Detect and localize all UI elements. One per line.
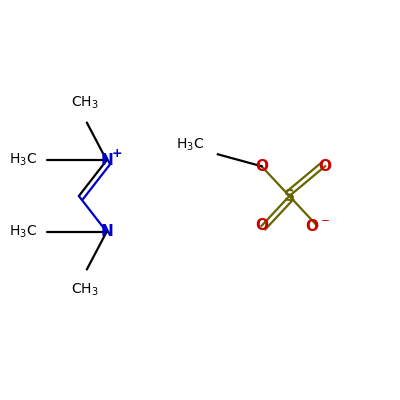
Text: O: O [319, 159, 332, 174]
Text: O: O [255, 218, 268, 233]
Text: CH$_3$: CH$_3$ [71, 94, 99, 111]
Text: H$_3$C: H$_3$C [9, 152, 37, 168]
Text: H$_3$C: H$_3$C [176, 136, 204, 152]
Text: +: + [112, 147, 123, 160]
Text: H$_3$C: H$_3$C [9, 224, 37, 240]
Text: CH$_3$: CH$_3$ [71, 281, 99, 298]
Text: N: N [100, 224, 113, 239]
Text: N: N [100, 153, 113, 168]
Text: O: O [255, 159, 268, 174]
Text: S: S [284, 188, 295, 204]
Text: O$^-$: O$^-$ [305, 218, 330, 234]
